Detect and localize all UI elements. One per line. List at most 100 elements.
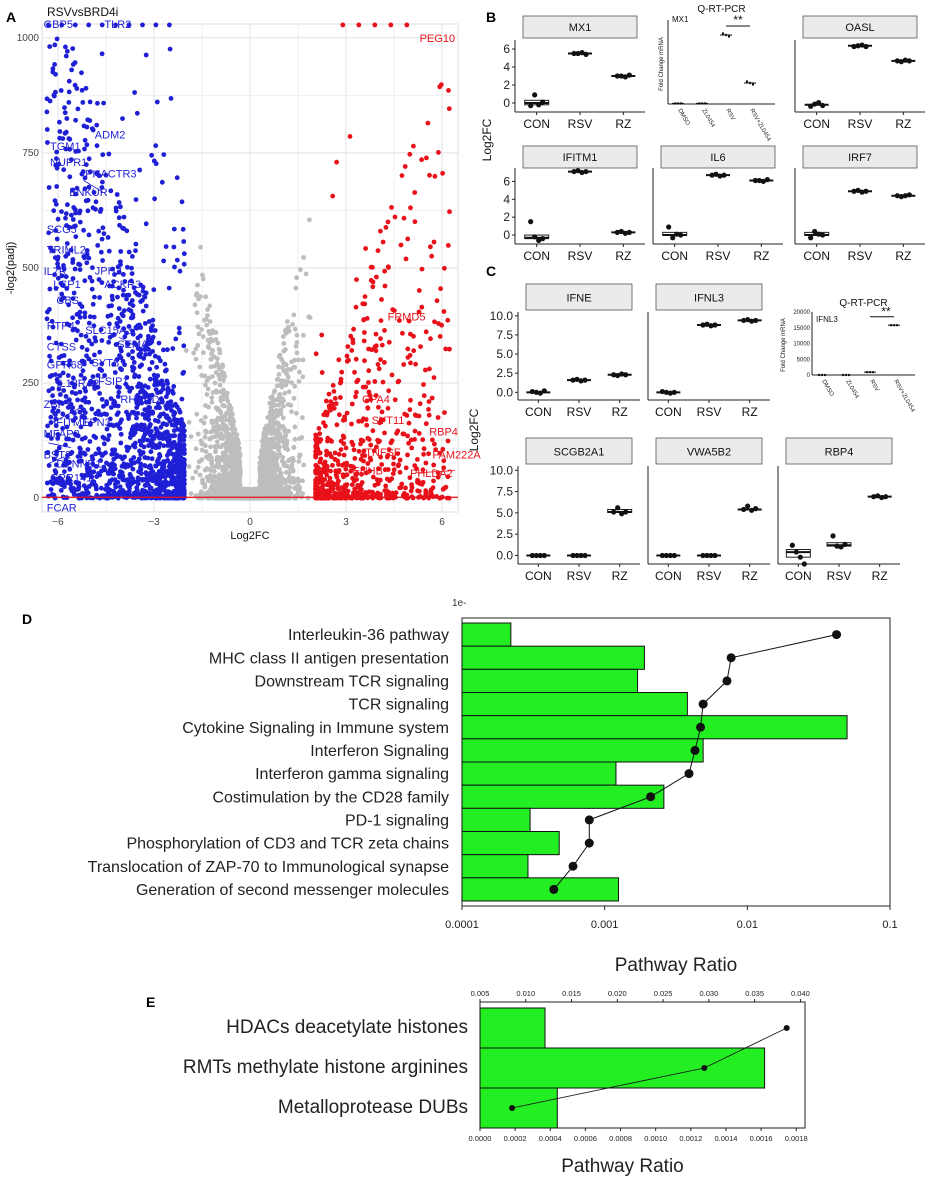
volcano-point	[140, 288, 146, 294]
volcano-point	[121, 214, 127, 220]
volcano-point	[277, 434, 282, 440]
volcano-point	[140, 412, 146, 417]
volcano-point	[155, 491, 161, 496]
volcano-point	[126, 494, 132, 499]
volcano-point	[370, 428, 376, 434]
volcano-point	[153, 161, 159, 167]
volcano-point	[205, 386, 211, 392]
volcano-point	[375, 362, 381, 367]
volcano-point	[332, 456, 338, 462]
volcano-point	[97, 209, 103, 214]
inset-gene-label: MX1	[672, 15, 689, 24]
volcano-point	[135, 459, 141, 464]
volcano-point	[164, 429, 170, 435]
volcano-point	[217, 347, 223, 353]
volcano-point	[114, 192, 120, 197]
volcano-point	[134, 415, 139, 421]
volcano-point	[73, 234, 79, 240]
volcano-point	[204, 490, 210, 496]
volcano-point	[164, 422, 170, 428]
volcano-point	[57, 135, 62, 141]
volcano-point	[149, 152, 155, 158]
volcano-point	[224, 390, 230, 396]
volcano-point	[413, 361, 418, 367]
volcano-point	[162, 361, 168, 367]
volcano-point	[434, 298, 440, 304]
volcano-point	[291, 364, 297, 370]
volcano-point	[125, 483, 131, 489]
volcano-point	[396, 462, 402, 468]
volcano-point	[270, 398, 276, 403]
ifnl3-plot-x-tick-label: CON	[655, 405, 682, 419]
volcano-point	[59, 209, 64, 215]
volcano-point	[170, 346, 176, 351]
gene-label-mfap2: MFAP2	[44, 429, 80, 441]
volcano-point	[165, 381, 171, 386]
volcano-point	[124, 228, 130, 234]
volcano-point	[101, 441, 107, 447]
volcano-point	[232, 468, 237, 474]
volcano-point	[362, 294, 368, 299]
volcano-point	[261, 430, 267, 436]
oasl-plot-x-tick-label: RSV	[848, 117, 873, 131]
volcano-point	[149, 456, 155, 462]
volcano-point	[206, 375, 212, 381]
mx1-plot-y-tick-label: 4	[503, 60, 510, 74]
volcano-point	[385, 467, 391, 472]
volcano-point	[118, 440, 124, 446]
volcano-x-tick-label: 6	[439, 517, 445, 528]
volcano-point	[156, 340, 162, 346]
volcano-point	[432, 173, 438, 179]
volcano-point	[77, 219, 83, 225]
volcano-point	[317, 450, 323, 456]
volcano-point	[379, 342, 385, 348]
volcano-point	[361, 416, 366, 422]
volcano-point	[58, 488, 64, 493]
volcano-point	[141, 436, 146, 441]
volcano-point	[78, 332, 84, 338]
volcano-point	[370, 489, 375, 495]
irf7-plot-x-tick-label: RZ	[895, 249, 911, 263]
volcano-point	[281, 463, 287, 468]
volcano-point	[353, 356, 359, 362]
volcano-point	[129, 460, 135, 466]
volcano-point	[271, 491, 277, 496]
volcano-point	[63, 211, 69, 217]
volcano-point	[280, 334, 286, 339]
mx1-plot-y-tick-label: 2	[503, 78, 510, 92]
volcano-point	[147, 473, 153, 479]
volcano-point	[108, 188, 114, 194]
il6-plot-point	[678, 232, 684, 238]
volcano-point	[164, 367, 169, 373]
volcano-point	[300, 357, 306, 363]
volcano-point	[224, 458, 230, 464]
volcano-point	[350, 340, 356, 346]
ifitm1-plot-y-tick-label: 6	[503, 174, 510, 188]
volcano-point	[272, 388, 278, 394]
volcano-point	[96, 228, 102, 234]
irf7-plot-x-tick-label: CON	[803, 249, 830, 263]
volcano-point	[147, 486, 153, 492]
volcano-point	[278, 410, 284, 416]
volcano-point	[292, 436, 298, 442]
volcano-point	[354, 277, 359, 282]
volcano-point	[54, 156, 59, 162]
volcano-point	[426, 407, 431, 412]
volcano-point	[195, 343, 201, 348]
volcano-point	[172, 463, 177, 469]
volcano-point	[220, 442, 225, 448]
volcano-point	[343, 466, 349, 472]
oasl-plot-x-tick-label: RZ	[895, 117, 911, 131]
volcano-point	[316, 480, 322, 486]
volcano-point	[404, 22, 410, 28]
volcano-point	[300, 491, 305, 497]
volcano-point	[93, 411, 99, 417]
volcano-point	[403, 256, 409, 262]
volcano-point	[98, 485, 104, 491]
volcano-point	[291, 312, 297, 318]
volcano-point	[220, 426, 225, 432]
volcano-point	[54, 36, 60, 42]
volcano-point	[195, 324, 201, 330]
volcano-point	[409, 445, 415, 451]
